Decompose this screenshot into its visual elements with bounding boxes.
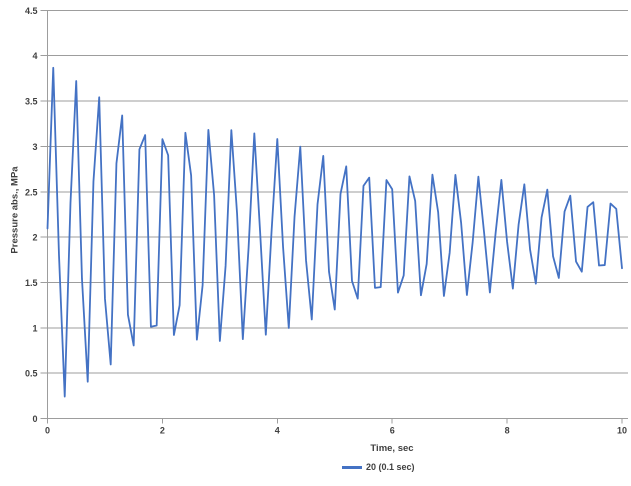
- y-tick-label: 2: [32, 233, 37, 243]
- x-tick-label: 0: [45, 426, 50, 436]
- y-tick-label: 3: [32, 142, 37, 152]
- y-tick-label: 0: [32, 414, 37, 424]
- legend: 20 (0.1 sec): [342, 462, 415, 472]
- x-tick-label: 10: [617, 426, 627, 436]
- y-tick-label: 4: [32, 51, 37, 61]
- x-tick-label: 2: [160, 426, 165, 436]
- series-line: [46, 66, 623, 398]
- y-tick-label: 2.5: [25, 187, 38, 197]
- y-axis-title: Pressure abs., MPa: [9, 166, 21, 254]
- legend-line-marker: [342, 465, 362, 469]
- x-tick-label: 8: [505, 426, 510, 436]
- y-tick-label: 0.5: [25, 369, 38, 379]
- x-axis-title: Time, sec: [370, 443, 414, 454]
- y-tick-label: 1.5: [25, 278, 38, 288]
- x-tick-label: 6: [390, 426, 395, 436]
- y-tick-label: 1: [32, 323, 37, 333]
- x-tick-label: 4: [275, 426, 280, 436]
- y-tick-label: 4.5: [25, 6, 38, 16]
- y-tick-label: 3.5: [25, 97, 38, 107]
- legend-label: 20 (0.1 sec): [366, 462, 415, 472]
